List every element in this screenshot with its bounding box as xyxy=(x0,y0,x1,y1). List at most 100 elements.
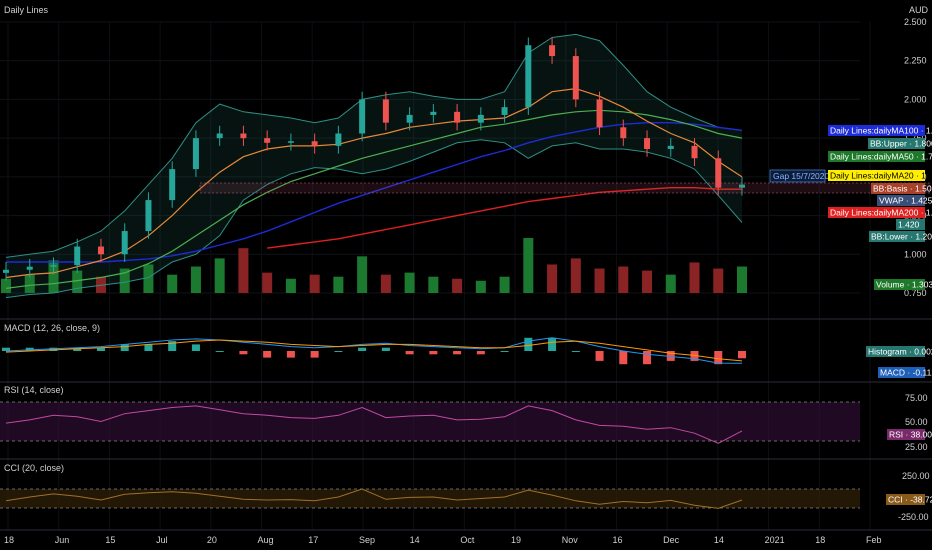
candle-body xyxy=(216,133,223,139)
time-tick-label: 15 xyxy=(105,535,115,545)
volume-bar xyxy=(119,268,130,293)
ma100-label-bg xyxy=(828,125,925,136)
gap-annotation-box[interactable] xyxy=(769,169,826,183)
price-tick-label: 2.500 xyxy=(904,17,927,27)
price-indicator-lines xyxy=(5,33,743,299)
cci-band xyxy=(0,489,860,508)
rsi-pane xyxy=(5,405,743,444)
histogram-label-bg xyxy=(866,346,925,357)
ma20-label: Daily Lines:dailyMA20 · 1.500 xyxy=(830,171,932,181)
candle-body xyxy=(335,133,342,146)
cci-tick-neg250: -250.00 xyxy=(898,512,929,522)
signal-line xyxy=(5,339,743,362)
time-tick-label: 18 xyxy=(4,535,14,545)
candle-body xyxy=(430,111,437,115)
volume-bar xyxy=(285,278,296,293)
price-tick-label: 0.750 xyxy=(904,288,927,298)
price-tick-label: 2.250 xyxy=(904,56,927,66)
macd-histogram-bar xyxy=(286,351,295,358)
ma200-label-bg xyxy=(828,207,925,218)
candle-body xyxy=(121,231,128,255)
ma50-label-bg xyxy=(828,151,925,162)
candle-body xyxy=(596,99,603,128)
candle-body xyxy=(50,265,57,267)
bb-basis-label-bg xyxy=(871,183,925,194)
macd-line xyxy=(5,337,743,364)
price-tick-label: 2.000 xyxy=(904,94,927,104)
time-axis[interactable]: 18 Jun 15 Jul 20 Aug 17 Sep 14 Oct 19 Nov 16 Dec 14 202… xyxy=(4,535,882,545)
volume-bar xyxy=(357,256,368,293)
candle-body xyxy=(169,169,176,201)
ma50-label: Daily Lines:dailyMA50 · 1.750 xyxy=(830,152,932,162)
volume-bar xyxy=(689,262,700,293)
volume-bar xyxy=(523,238,534,293)
macd-histogram-bar xyxy=(96,347,105,351)
macd-histogram-bar xyxy=(500,351,509,352)
macd-histogram-bar xyxy=(429,351,438,355)
vwap-label-bg xyxy=(877,195,925,206)
cci-line xyxy=(5,488,743,509)
volume-bar xyxy=(475,280,486,293)
time-tick-label: Nov xyxy=(562,535,579,545)
macd-histogram-bar xyxy=(548,337,557,351)
time-tick-label: 20 xyxy=(207,535,217,545)
macd-label-bg xyxy=(878,367,925,378)
ma20-label-bg xyxy=(828,170,925,181)
bb-upper-label-bg xyxy=(868,138,925,149)
bb-upper-line xyxy=(5,33,743,258)
candle-body xyxy=(715,158,722,188)
time-tick-label: 18 xyxy=(815,535,825,545)
rsi-label: RSI · 38.00 xyxy=(889,430,932,440)
volume-bar xyxy=(72,270,83,293)
time-tick-label: Sep xyxy=(359,535,375,545)
bb-upper-label: BB:Upper · 1.800 xyxy=(870,139,932,149)
macd-pane xyxy=(2,337,746,365)
candle-body xyxy=(74,246,81,266)
macd-histogram-bar xyxy=(334,351,343,352)
time-tick-label: 17 xyxy=(308,535,318,545)
time-tick-label: Jul xyxy=(156,535,168,545)
candle-body xyxy=(359,99,366,134)
volume-bar xyxy=(309,274,320,293)
time-tick-label: Dec xyxy=(663,535,680,545)
volume-bar xyxy=(48,260,59,293)
volume-bar xyxy=(737,266,747,293)
candle-body xyxy=(382,99,389,123)
candle-body xyxy=(572,56,579,100)
macd-histogram-bar xyxy=(476,351,485,355)
volume-bar xyxy=(665,274,676,293)
right-labels: Daily Lines:dailyMA100 · 1.800 BB:Upper … xyxy=(828,125,932,290)
volume-bar xyxy=(713,268,724,293)
macd-histogram-bar xyxy=(738,351,746,359)
candle-body xyxy=(477,114,484,123)
volume-bar xyxy=(380,274,391,293)
time-tick-label: 19 xyxy=(511,535,521,545)
volume-bar xyxy=(404,272,415,293)
macd-histogram-bar xyxy=(191,344,200,351)
bb-lower-label-bg xyxy=(869,231,925,242)
volume-bar xyxy=(618,266,629,293)
candle-body xyxy=(240,133,247,139)
macd-histogram-bar xyxy=(73,347,82,351)
cci-pane xyxy=(5,488,743,509)
candle-body xyxy=(145,200,152,232)
candle-body xyxy=(192,138,199,170)
candle-body xyxy=(97,246,104,255)
bb-lower-line xyxy=(5,139,743,299)
volume-bars xyxy=(1,238,747,293)
time-tick-label: 14 xyxy=(714,535,724,545)
macd-label: MACD · -0.112 xyxy=(880,368,932,378)
macd-histogram-bar xyxy=(714,351,723,365)
close-price-label-bg xyxy=(896,219,925,230)
volume-bar xyxy=(24,274,35,293)
candle-body xyxy=(311,141,318,146)
macd-title: MACD (12, 26, close, 9) xyxy=(4,323,100,333)
time-tick-label: 14 xyxy=(410,535,420,545)
macd-histogram-bar xyxy=(381,347,390,351)
candle-body xyxy=(667,145,674,149)
macd-histogram-bar xyxy=(595,351,604,361)
macd-histogram-bar xyxy=(49,347,58,351)
macd-histogram-bar xyxy=(120,344,129,351)
